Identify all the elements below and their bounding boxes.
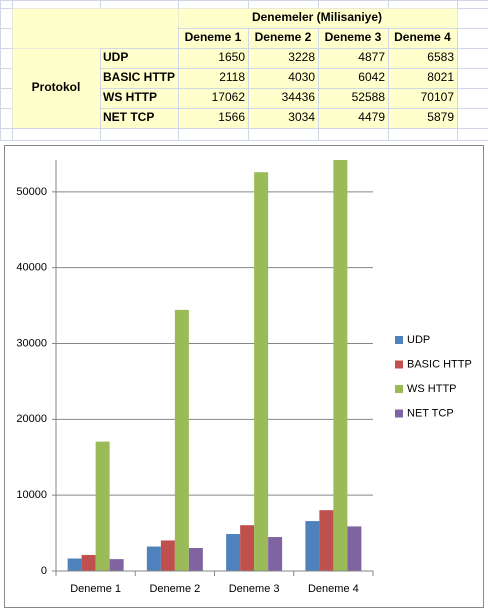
column-header: Deneme 4 xyxy=(394,30,451,44)
row-label: WS HTTP xyxy=(103,90,157,104)
bar xyxy=(333,160,348,571)
legend-swatch xyxy=(395,409,403,418)
bar xyxy=(160,540,175,571)
cell-value: 8021 xyxy=(427,70,454,84)
cell-value: 6583 xyxy=(427,50,454,64)
legend-label: WS HTTP xyxy=(407,383,457,395)
row-label: UDP xyxy=(103,50,128,64)
x-tick-label: Deneme 4 xyxy=(308,583,359,595)
y-tick-label: 30000 xyxy=(16,337,47,349)
bar xyxy=(226,534,241,571)
bar xyxy=(268,537,283,571)
bar xyxy=(305,521,320,571)
bar xyxy=(95,441,110,571)
row-group: Protokol xyxy=(32,80,81,94)
merged-cell xyxy=(178,8,458,28)
cell-value: 3034 xyxy=(288,110,315,124)
cell-value: 3228 xyxy=(288,50,315,64)
cell-value: 52588 xyxy=(352,90,386,104)
legend-swatch xyxy=(395,336,403,344)
cell-value: 34436 xyxy=(282,90,316,104)
cell-value: 17062 xyxy=(212,90,246,104)
column-header: Deneme 2 xyxy=(255,30,312,44)
column-header: Deneme 1 xyxy=(185,30,242,44)
bar xyxy=(240,525,255,571)
cell-value: 4479 xyxy=(358,110,385,124)
x-tick-label: Deneme 2 xyxy=(149,583,200,595)
cell-value: 6042 xyxy=(358,70,385,84)
table-title: Denemeler (Milisaniye) xyxy=(252,10,382,24)
row-label: BASIC HTTP xyxy=(103,70,175,84)
cell-value: 5879 xyxy=(427,110,454,124)
y-tick-label: 40000 xyxy=(16,262,47,274)
bar xyxy=(81,554,96,571)
legend-swatch xyxy=(395,385,403,393)
bar xyxy=(174,309,189,571)
legend-label: UDP xyxy=(407,334,430,346)
cell-value: 2118 xyxy=(219,70,245,84)
bar xyxy=(109,559,124,571)
merged-cell xyxy=(12,8,178,48)
row-label: NET TCP xyxy=(103,110,154,124)
bar xyxy=(67,558,82,571)
x-tick-label: Deneme 1 xyxy=(70,583,121,595)
bar xyxy=(188,547,203,571)
spreadsheet: Denemeler (Milisaniye) Protokol Deneme 1 De… xyxy=(0,0,488,141)
column-header: Deneme 3 xyxy=(325,30,382,44)
bar xyxy=(146,546,161,571)
merged-cell xyxy=(12,48,100,128)
legend-label: BASIC HTTP xyxy=(407,358,472,370)
bar xyxy=(254,172,269,571)
y-tick-label: 20000 xyxy=(16,413,47,425)
cell-value: 4877 xyxy=(358,50,385,64)
y-tick-label: 10000 xyxy=(16,489,47,501)
y-tick-label: 0 xyxy=(41,565,47,577)
cell-value: 4030 xyxy=(288,70,315,84)
chart: 0 10000 20000 30000 40000 50000 Deneme 1 Deneme… xyxy=(16,160,472,595)
x-tick-label: Deneme 3 xyxy=(229,583,280,595)
y-tick-label: 50000 xyxy=(16,186,47,198)
cell-value: 1650 xyxy=(218,50,245,64)
bars xyxy=(67,160,362,571)
legend-label: NET TCP xyxy=(407,407,454,419)
cell-value: 1566 xyxy=(218,110,245,124)
bar xyxy=(319,510,334,571)
cell-value: 70107 xyxy=(421,90,455,104)
legend-swatch xyxy=(395,360,403,369)
bar xyxy=(347,526,362,571)
